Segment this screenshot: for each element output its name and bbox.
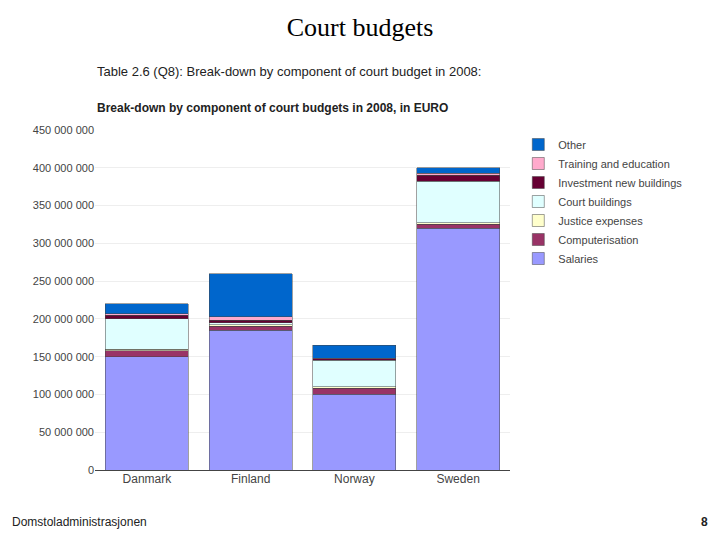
svg-text:450 000 000: 450 000 000 [33, 124, 94, 136]
svg-text:Norway: Norway [334, 472, 375, 486]
svg-text:50 000 000: 50 000 000 [39, 426, 94, 438]
svg-text:Computerisation: Computerisation [558, 234, 638, 246]
svg-text:8: 8 [701, 515, 708, 529]
svg-text:0: 0 [88, 464, 94, 476]
svg-text:Domstoladministrasjonen: Domstoladministrasjonen [12, 515, 147, 529]
svg-text:Justice expenses: Justice expenses [558, 215, 643, 227]
svg-text:250 000 000: 250 000 000 [33, 275, 94, 287]
svg-text:Finland: Finland [231, 472, 270, 486]
svg-text:200 000 000: 200 000 000 [33, 313, 94, 325]
svg-text:400 000 000: 400 000 000 [33, 162, 94, 174]
svg-text:Training and education: Training and education [558, 158, 670, 170]
svg-text:350 000 000: 350 000 000 [33, 199, 94, 211]
svg-text:Sweden: Sweden [436, 472, 479, 486]
svg-text:Other: Other [558, 139, 586, 151]
svg-text:Salaries: Salaries [558, 253, 598, 265]
svg-text:Danmark: Danmark [123, 472, 173, 486]
svg-text:Break-down by component of cou: Break-down by component of court budgets… [97, 101, 448, 115]
svg-text:Investment new buildings: Investment new buildings [558, 177, 682, 189]
svg-text:Court budgets: Court budgets [287, 13, 434, 42]
svg-text:150 000 000: 150 000 000 [33, 351, 94, 363]
svg-text:Table 2.6 (Q8): Break-down by: Table 2.6 (Q8): Break-down by component … [97, 64, 481, 79]
svg-text:100 000 000: 100 000 000 [33, 388, 94, 400]
svg-text:300 000 000: 300 000 000 [33, 237, 94, 249]
svg-text:Court buildings: Court buildings [558, 196, 632, 208]
